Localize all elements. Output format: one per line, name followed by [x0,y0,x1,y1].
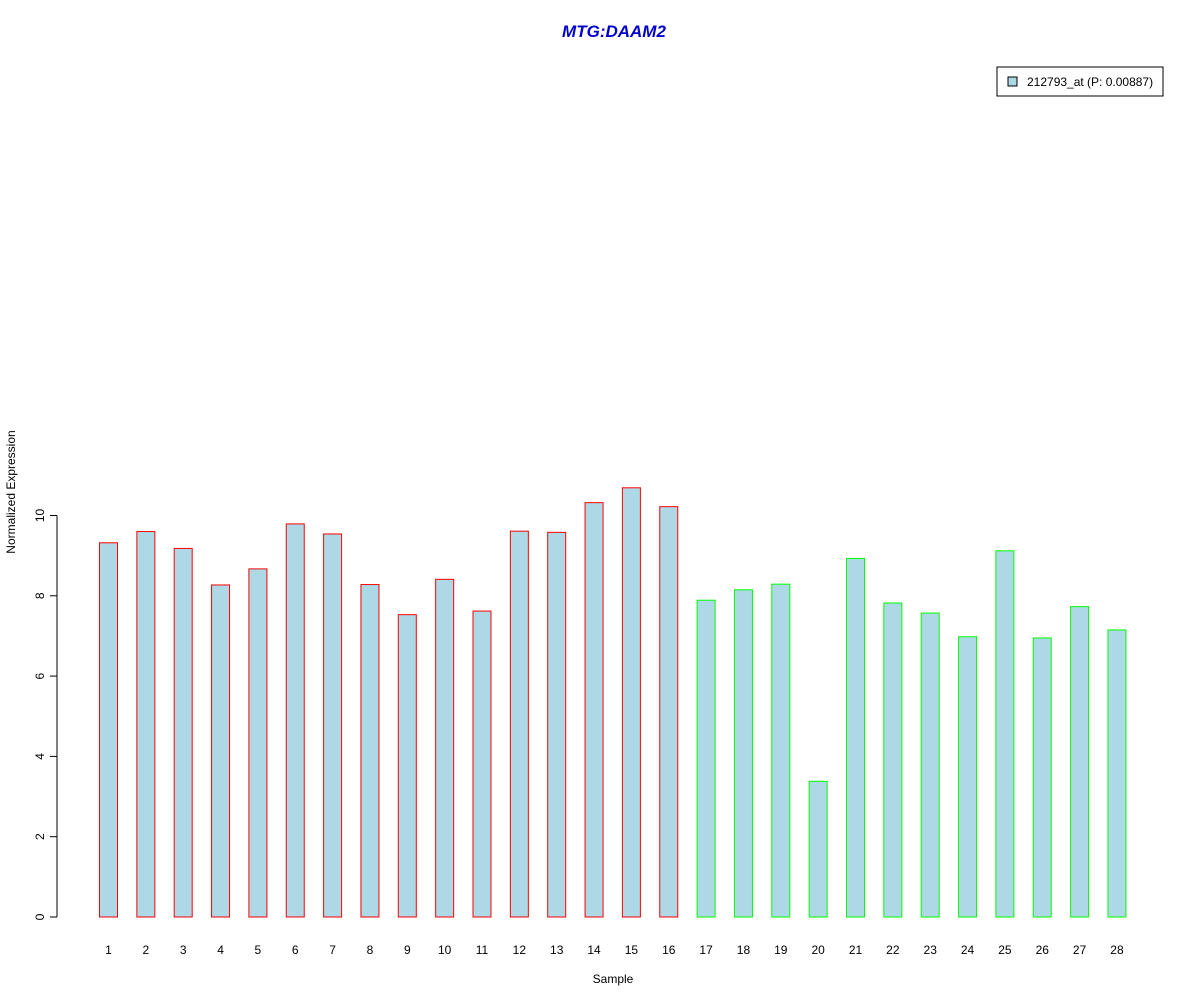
x-tick-label: 9 [404,943,411,957]
bar-sample-16 [659,506,679,918]
x-tick-label: 1 [105,943,112,957]
bar-sample-10 [435,578,455,918]
bar-sample-11 [472,610,492,918]
x-tick-label: 21 [849,943,863,957]
x-tick-label: 22 [886,943,900,957]
y-tick-label: 8 [33,592,47,599]
bar-sample-18 [733,589,753,918]
x-tick-label: 24 [961,943,975,957]
bar-sample-23 [920,612,940,918]
bar-sample-27 [1070,606,1090,918]
x-tick-label: 20 [811,943,825,957]
x-tick-label: 6 [292,943,299,957]
bar-sample-6 [285,523,305,918]
y-tick-label: 10 [33,509,47,523]
bar-sample-26 [1032,637,1052,918]
bar-sample-2 [136,531,156,918]
y-tick-label: 6 [33,672,47,679]
bar-sample-17 [696,599,716,918]
x-tick-label: 15 [625,943,639,957]
bars-group [99,487,1127,918]
x-tick-label: 25 [998,943,1012,957]
bar-sample-28 [1107,629,1127,918]
bar-sample-4 [211,584,231,918]
x-tick-label: 27 [1073,943,1087,957]
legend: 212793_at (P: 0.00887) [996,66,1164,97]
bar-sample-5 [248,568,268,918]
legend-label: 212793_at (P: 0.00887) [1027,75,1153,89]
x-tick-label: 4 [217,943,224,957]
x-axis-label: Sample [593,972,634,986]
x-tick-label: 13 [550,943,564,957]
y-tick-label: 0 [33,913,47,920]
x-tick-label: 8 [367,943,374,957]
legend-box [996,66,1164,97]
bar-sample-8 [360,584,380,918]
bar-sample-1 [99,542,118,918]
bar-sample-14 [584,502,604,918]
bar-sample-3 [173,547,193,918]
bar-sample-25 [995,550,1015,918]
y-tick-label: 2 [33,833,47,840]
x-tick-label: 12 [513,943,527,957]
y-tick-label: 4 [33,753,47,760]
x-tick-label: 23 [924,943,938,957]
x-axis: 1 2 3 4 5 6 7 8 9 10 11 12 13 14 15 16 17 18 19 20 21 22 23 24 2… [105,943,1124,957]
legend-swatch [1007,76,1018,87]
bar-sample-7 [323,533,343,918]
x-tick-label: 17 [699,943,713,957]
bar-sample-12 [509,530,529,918]
bar-sample-20 [808,780,828,918]
bar-sample-13 [547,531,567,918]
x-tick-label: 26 [1036,943,1050,957]
bar-sample-21 [846,557,865,918]
x-tick-label: 28 [1110,943,1124,957]
x-tick-label: 10 [438,943,452,957]
x-tick-label: 3 [180,943,187,957]
x-tick-label: 11 [476,943,489,957]
chart-title: MTG:DAAM2 [562,22,666,41]
bar-sample-15 [621,487,641,918]
bar-sample-22 [883,602,903,918]
x-tick-label: 19 [774,943,788,957]
x-tick-label: 5 [255,943,262,957]
y-axis-label: Normalized Expression [4,430,18,553]
x-tick-label: 7 [329,943,336,957]
x-tick-label: 2 [143,943,150,957]
bar-sample-19 [771,583,791,918]
bar-sample-24 [958,636,978,918]
x-tick-label: 18 [737,943,751,957]
y-axis: 0 2 4 6 8 10 [33,509,58,920]
x-tick-label: 16 [662,943,676,957]
bar-sample-9 [397,614,417,918]
x-tick-label: 14 [587,943,601,957]
